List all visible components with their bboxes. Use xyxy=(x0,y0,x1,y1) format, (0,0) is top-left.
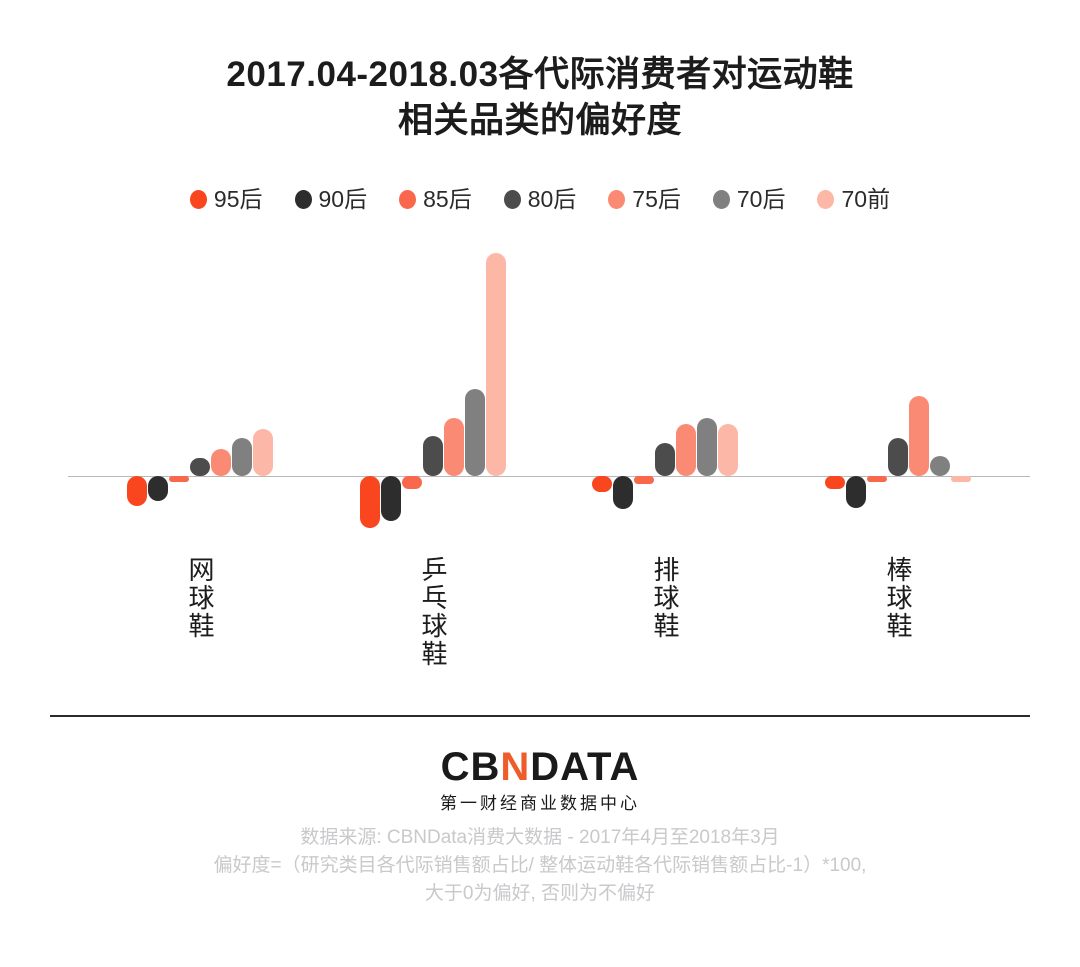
bar-乒乓球鞋-70后[interactable] xyxy=(465,389,485,476)
bar-网球鞋-85后[interactable] xyxy=(169,476,189,482)
legend-item-70前[interactable]: 70前 xyxy=(817,188,890,211)
legend-swatch-icon xyxy=(294,190,312,209)
legend-label: 80后 xyxy=(527,186,577,212)
bar-棒球鞋-70前[interactable] xyxy=(951,476,971,482)
bar-网球鞋-70前[interactable] xyxy=(253,429,273,476)
bar-网球鞋-75后[interactable] xyxy=(211,449,231,476)
category-label-乒乓球鞋: 乒乓球鞋 xyxy=(418,556,448,668)
logo-subtitle: 第一财经商业数据中心 xyxy=(440,794,640,813)
logo-text-before: CB xyxy=(440,745,501,789)
bar-棒球鞋-85后[interactable] xyxy=(867,476,887,482)
bar-排球鞋-70前[interactable] xyxy=(718,424,738,476)
page-title: 2017.04-2018.03各代际消费者对运动鞋 相关品类的偏好度 xyxy=(0,52,1080,144)
legend-item-70后[interactable]: 70后 xyxy=(712,186,786,212)
zero-axis-line xyxy=(68,476,1030,477)
bar-groups xyxy=(0,240,1080,540)
bar-网球鞋-90后[interactable] xyxy=(148,476,168,501)
legend-label: 95后 xyxy=(213,186,263,212)
legend-swatch-icon xyxy=(399,190,417,209)
legend-label: 85后 xyxy=(423,186,472,212)
title-line-2: 相关品类的偏好度 xyxy=(397,101,682,140)
category-label-排球鞋: 排球鞋 xyxy=(650,556,680,640)
bar-排球鞋-85后[interactable] xyxy=(634,476,654,484)
legend-swatch-icon xyxy=(608,190,626,209)
bar-排球鞋-90后[interactable] xyxy=(613,476,633,509)
bar-棒球鞋-90后[interactable] xyxy=(846,476,866,508)
logo-wordmark: CBNDATA xyxy=(0,745,1080,789)
footer-divider xyxy=(50,715,1030,717)
bar-group-棒球鞋 xyxy=(825,240,971,540)
bar-乒乓球鞋-75后[interactable] xyxy=(444,418,464,476)
bar-group-乒乓球鞋 xyxy=(360,240,506,540)
bar-网球鞋-95后[interactable] xyxy=(127,476,147,506)
footnote-note: 大于0为偏好, 否则为不偏好 xyxy=(424,883,656,904)
category-label-网球鞋: 网球鞋 xyxy=(185,556,215,640)
bar-排球鞋-75后[interactable] xyxy=(676,424,696,476)
legend-swatch-icon xyxy=(712,190,730,209)
footnote-source: 数据来源: CBNData消费大数据 - 2017年4月至2018年3月 xyxy=(300,827,780,848)
footnote-formula: 偏好度=（研究类目各代际销售额占比/ 整体运动鞋各代际销售额占比-1）*100, xyxy=(213,855,867,876)
bar-网球鞋-80后[interactable] xyxy=(190,458,210,476)
bar-乒乓球鞋-70前[interactable] xyxy=(486,253,506,476)
bar-乒乓球鞋-80后[interactable] xyxy=(423,436,443,476)
bar-棒球鞋-80后[interactable] xyxy=(888,438,908,476)
bar-排球鞋-95后[interactable] xyxy=(592,476,612,492)
bar-乒乓球鞋-95后[interactable] xyxy=(360,476,380,528)
bar-乒乓球鞋-85后[interactable] xyxy=(402,476,422,489)
chart-footnotes: 数据来源: CBNData消费大数据 - 2017年4月至2018年3月 偏好度… xyxy=(0,824,1080,908)
logo-text-after: DATA xyxy=(530,745,640,789)
chart-legend: 95后 90后 85后 80后 75后 70后 70前 xyxy=(0,188,1080,211)
legend-swatch-icon xyxy=(817,190,835,209)
bar-网球鞋-70后[interactable] xyxy=(232,438,252,476)
logo-accent-letter: N xyxy=(500,745,531,789)
bar-group-网球鞋 xyxy=(127,240,273,540)
legend-label: 70后 xyxy=(736,186,786,212)
legend-item-95后[interactable]: 95后 xyxy=(189,186,263,212)
bar-棒球鞋-95后[interactable] xyxy=(825,476,845,489)
cbndata-logo: CBNDATA 第一财经商业数据中心 xyxy=(0,745,1080,816)
title-line-1: 2017.04-2018.03各代际消费者对运动鞋 xyxy=(226,55,854,94)
bar-棒球鞋-75后[interactable] xyxy=(909,396,929,476)
bar-排球鞋-80后[interactable] xyxy=(655,443,675,476)
chart-plot-area xyxy=(0,240,1080,540)
bar-乒乓球鞋-90后[interactable] xyxy=(381,476,401,521)
bar-棒球鞋-70后[interactable] xyxy=(930,456,950,476)
category-label-棒球鞋: 棒球鞋 xyxy=(883,556,913,640)
bar-group-排球鞋 xyxy=(592,240,738,540)
legend-swatch-icon xyxy=(189,190,207,209)
legend-item-80后[interactable]: 80后 xyxy=(503,186,577,212)
legend-label: 90后 xyxy=(318,186,368,212)
legend-item-75后[interactable]: 75后 xyxy=(608,188,681,211)
legend-item-85后[interactable]: 85后 xyxy=(399,188,472,211)
legend-label: 70前 xyxy=(841,186,891,212)
category-axis-labels: 网球鞋 乒乓球鞋 排球鞋 棒球鞋 xyxy=(0,556,1080,696)
legend-swatch-icon xyxy=(503,190,521,209)
legend-label: 75后 xyxy=(632,186,681,212)
legend-item-90后[interactable]: 90后 xyxy=(294,186,368,212)
bar-排球鞋-70后[interactable] xyxy=(697,418,717,476)
